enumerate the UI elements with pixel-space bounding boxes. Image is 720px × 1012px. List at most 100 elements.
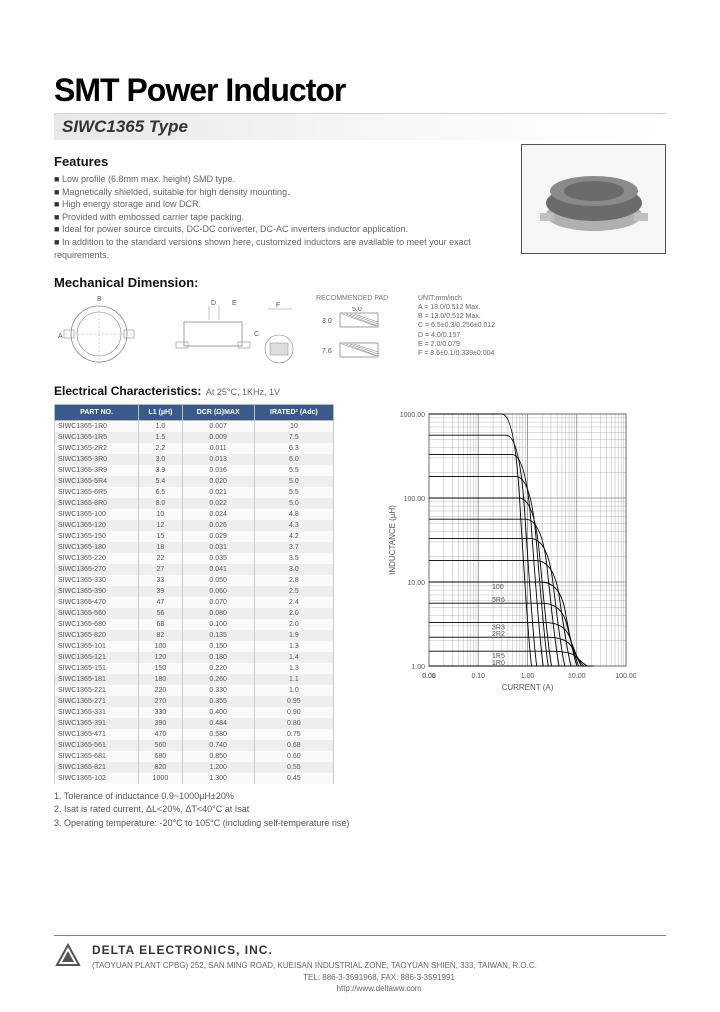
table-cell: SIWC1365-680 [55,619,139,630]
feature-item: Provided with embossed carrier tape pack… [54,211,509,224]
electrical-characteristics-row: PART NO.L1 (µH)DCR (Ω)MAXIRATED² (Adc) S… [54,404,666,784]
table-cell: 2.8 [254,575,333,586]
table-row: SIWC1365-2712700.3550.95 [55,696,334,707]
table-row: SIWC1365-1511500.2201.3 [55,663,334,674]
table-cell: 0.035 [182,553,254,564]
table-cell: 0.013 [182,454,254,465]
table-cell: 2.5 [254,586,333,597]
table-cell: SIWC1365-470 [55,597,139,608]
datasheet-page: SMT Power Inductor SIWC1365 Type Feature… [0,0,720,1012]
table-row: SIWC1365-220220.0353.5 [55,553,334,564]
table-cell: 0.400 [182,707,254,718]
note-line: 2. Isat is rated current, ΔL<20%, ΔT<40°… [54,803,666,817]
table-cell: 0.484 [182,718,254,729]
table-cell: 3.9 [139,465,182,476]
subtitle-bar: SIWC1365 Type [54,113,666,140]
svg-text:B: B [97,296,102,303]
table-cell: 1.3 [254,663,333,674]
table-row: SIWC1365-3313300.4000.90 [55,707,334,718]
table-cell: 5.5 [254,487,333,498]
footer-url: http://www.deltaww.com [92,983,666,994]
table-cell: 3.0 [254,564,333,575]
table-cell: 0.260 [182,674,254,685]
table-row: SIWC1365-390390.0602.5 [55,586,334,597]
table-cell: 2.2 [139,443,182,454]
features-column: Features Low profile (6.8mm max. height)… [54,140,509,261]
features-row: Features Low profile (6.8mm max. height)… [54,140,666,261]
table-cell: SIWC1365-5R4 [55,476,139,487]
svg-text:1R5: 1R5 [492,653,505,660]
table-cell: 5.4 [139,476,182,487]
note-line: 1. Tolerance of inductance 0.9~1000µH±20… [54,790,666,804]
table-cell: 1.200 [182,762,254,773]
mechanical-diagram: A B D E C F [54,294,304,372]
unit-line: F = 8.6±0.1/0.339±0.004 [418,349,495,358]
table-cell: 0.070 [182,597,254,608]
table-cell: 0.45 [254,773,333,784]
table-row: SIWC1365-470470.0702.4 [55,597,334,608]
table-row: SIWC1365-3R93.90.0165.5 [55,465,334,476]
feature-item: Magnetically shielded, suitable for high… [54,186,509,199]
note-line: 3. Operating temperature: -20°C to 105°C… [54,817,666,831]
chart-svg: 0.000.010.101.0010.00100.001.0010.00100.… [381,404,636,694]
table-cell: 0.026 [182,520,254,531]
table-cell: SIWC1365-180 [55,542,139,553]
ec-heading-row: Electrical Characteristics: At 25°C, 1KH… [54,382,666,400]
table-cell: 0.135 [182,630,254,641]
table-row: SIWC1365-4714700.5800.75 [55,729,334,740]
table-cell: 0.68 [254,740,333,751]
table-cell: 0.75 [254,729,333,740]
svg-text:1000.00: 1000.00 [399,412,424,419]
features-heading: Features [54,154,509,169]
table-cell: SIWC1365-8R0 [55,498,139,509]
table-cell: SIWC1365-150 [55,531,139,542]
unit-line: E = 2.0/0.079 [418,340,495,349]
table-cell: SIWC1365-220 [55,553,139,564]
table-cell: 0.180 [182,652,254,663]
table-cell: 330 [139,707,182,718]
table-cell: SIWC1365-390 [55,586,139,597]
table-row: SIWC1365-1811800.2601.1 [55,674,334,685]
mechanical-dimension-row: A B D E C F RECOMMENDED PAD [54,294,666,372]
table-cell: 680 [139,751,182,762]
table-col-header: L1 (µH) [139,405,182,421]
table-cell: 18 [139,542,182,553]
table-cell: 150 [139,663,182,674]
spec-table: PART NO.L1 (µH)DCR (Ω)MAXIRATED² (Adc) S… [54,404,334,784]
page-footer: DELTA ELECTRONICS, INC. (TAOYUAN PLANT C… [0,935,720,994]
footer-divider [54,935,666,936]
product-photo [521,144,666,254]
table-cell: SIWC1365-271 [55,696,139,707]
table-cell: 2.0 [254,619,333,630]
delta-logo-icon [54,942,82,970]
ec-heading: Electrical Characteristics: [54,384,201,398]
table-cell: 27 [139,564,182,575]
table-cell: 0.011 [182,443,254,454]
table-cell: 4.3 [254,520,333,531]
footer-addr: (TAOYUAN PLANT CPBG) 252, SAN MING ROAD,… [92,960,666,971]
table-row: SIWC1365-820820.1351.9 [55,630,334,641]
table-row: SIWC1365-100100.0244.8 [55,509,334,520]
table-cell: 470 [139,729,182,740]
table-cell: 15 [139,531,182,542]
svg-text:C: C [254,331,259,338]
table-cell: SIWC1365-3R9 [55,465,139,476]
table-cell: 1000 [139,773,182,784]
table-cell: 1.5 [139,432,182,443]
table-cell: 0.041 [182,564,254,575]
table-cell: 560 [139,740,182,751]
svg-text:100: 100 [492,584,504,591]
table-cell: 0.90 [254,707,333,718]
table-cell: 220 [139,685,182,696]
table-cell: 3.0 [139,454,182,465]
table-cell: 0.95 [254,696,333,707]
table-cell: 0.850 [182,751,254,762]
table-row: SIWC1365-6R56.50.0215.5 [55,487,334,498]
table-cell: 0.029 [182,531,254,542]
svg-text:0.01: 0.01 [422,673,436,680]
table-cell: 12 [139,520,182,531]
table-cell: 0.220 [182,663,254,674]
svg-text:10.00: 10.00 [567,673,585,680]
table-cell: 10 [254,421,333,432]
unit-line: D = 4.0/0.157 [418,331,495,340]
